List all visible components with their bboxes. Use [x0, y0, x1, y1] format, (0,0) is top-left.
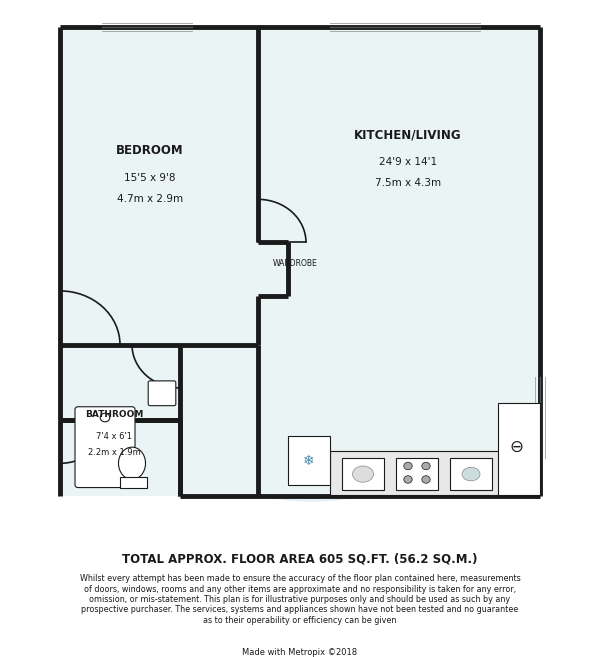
Text: 1: 1: [241, 210, 287, 275]
Text: Whilst every attempt has been made to ensure the accuracy of the floor plan cont: Whilst every attempt has been made to en…: [80, 574, 520, 625]
Text: 4.7m x 2.9m: 4.7m x 2.9m: [117, 194, 183, 204]
Circle shape: [100, 413, 110, 422]
Text: 15'5 x 9'8: 15'5 x 9'8: [124, 173, 176, 183]
Bar: [498, 403, 540, 495]
Bar: [342, 458, 384, 490]
Bar: [330, 451, 540, 495]
Text: KITCHEN/LIVING: KITCHEN/LIVING: [354, 128, 462, 141]
Text: 7'4 x 6'1: 7'4 x 6'1: [96, 432, 132, 441]
Ellipse shape: [462, 467, 480, 481]
Polygon shape: [60, 27, 540, 495]
Bar: [120, 477, 147, 487]
Text: Made with Metropix ©2018: Made with Metropix ©2018: [242, 648, 358, 656]
Text: BATHROOM: BATHROOM: [85, 411, 143, 419]
Circle shape: [404, 476, 412, 484]
Bar: [450, 458, 492, 490]
FancyBboxPatch shape: [75, 407, 135, 487]
Bar: [396, 458, 438, 490]
Text: 24'9 x 14'1: 24'9 x 14'1: [379, 156, 437, 167]
Ellipse shape: [119, 447, 146, 480]
Circle shape: [422, 476, 430, 484]
Text: ⊖: ⊖: [509, 438, 523, 456]
Text: ❄: ❄: [303, 453, 315, 468]
Circle shape: [404, 463, 412, 470]
FancyBboxPatch shape: [148, 381, 176, 405]
Text: gh: gh: [251, 292, 373, 376]
Ellipse shape: [353, 466, 373, 482]
Text: 7.5m x 4.3m: 7.5m x 4.3m: [375, 178, 441, 188]
Circle shape: [84, 91, 540, 501]
Bar: [288, 436, 330, 485]
Text: BEDROOM: BEDROOM: [116, 145, 184, 157]
Text: TOTAL APPROX. FLOOR AREA 605 SQ.FT. (56.2 SQ.M.): TOTAL APPROX. FLOOR AREA 605 SQ.FT. (56.…: [122, 553, 478, 566]
Text: 2.2m x 1.9m: 2.2m x 1.9m: [88, 448, 140, 457]
Circle shape: [422, 463, 430, 470]
Text: WARDROBE: WARDROBE: [273, 260, 318, 269]
